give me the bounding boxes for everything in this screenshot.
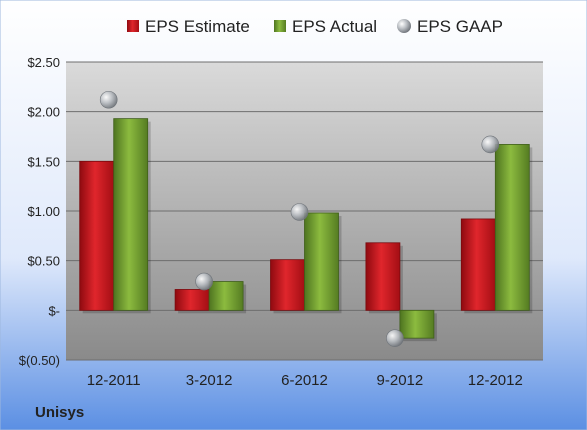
legend-label-actual: EPS Actual — [292, 17, 377, 36]
y-tick-label: $(0.50) — [19, 353, 60, 368]
bar-eps-estimate — [365, 242, 401, 311]
y-tick-label: $2.50 — [27, 55, 60, 70]
bars — [79, 118, 533, 342]
company-name: Unisys — [35, 404, 84, 421]
y-tick-label: $1.00 — [27, 204, 60, 219]
bar-eps-actual — [399, 309, 435, 339]
x-axis-tick-labels: 12-2011 3-2012 6-2012 9-2012 12-2012 — [87, 372, 523, 389]
y-tick-label: $0.50 — [27, 254, 60, 269]
gaap-marker — [99, 90, 118, 109]
bar-eps-estimate — [460, 218, 496, 311]
bar-eps-actual — [494, 144, 530, 311]
y-tick-label: $- — [48, 303, 60, 318]
x-tick-label: 12-2012 — [468, 372, 523, 389]
bar-eps-actual — [113, 118, 149, 311]
x-tick-label: 12-2011 — [87, 372, 141, 389]
legend: EPS Estimate EPS Actual EPS GAAP — [127, 17, 503, 36]
gaap-markers — [99, 90, 500, 347]
bar-eps-estimate — [174, 289, 210, 311]
legend-label-estimate: EPS Estimate — [145, 17, 250, 36]
x-tick-label: 3-2012 — [186, 372, 233, 389]
bar-eps-actual — [208, 281, 244, 311]
legend-swatch-actual — [274, 20, 286, 32]
gaap-marker — [481, 135, 500, 154]
x-tick-label: 9-2012 — [377, 372, 424, 389]
y-axis-tick-labels: $2.50 $2.00 $1.50 $1.00 $0.50 $- $(0.50) — [19, 55, 60, 368]
legend-swatch-estimate — [127, 20, 139, 32]
gaap-marker — [386, 329, 404, 347]
y-tick-label: $1.50 — [27, 154, 60, 169]
gaap-marker — [195, 272, 213, 291]
gaap-marker — [290, 203, 309, 221]
legend-label-gaap: EPS GAAP — [417, 17, 503, 36]
bar-eps-actual — [304, 212, 339, 311]
bar-eps-estimate — [79, 160, 115, 311]
legend-swatch-gaap — [397, 19, 411, 33]
bar-eps-estimate — [270, 259, 305, 311]
x-tick-label: 6-2012 — [281, 372, 328, 389]
y-tick-label: $2.00 — [27, 105, 60, 120]
